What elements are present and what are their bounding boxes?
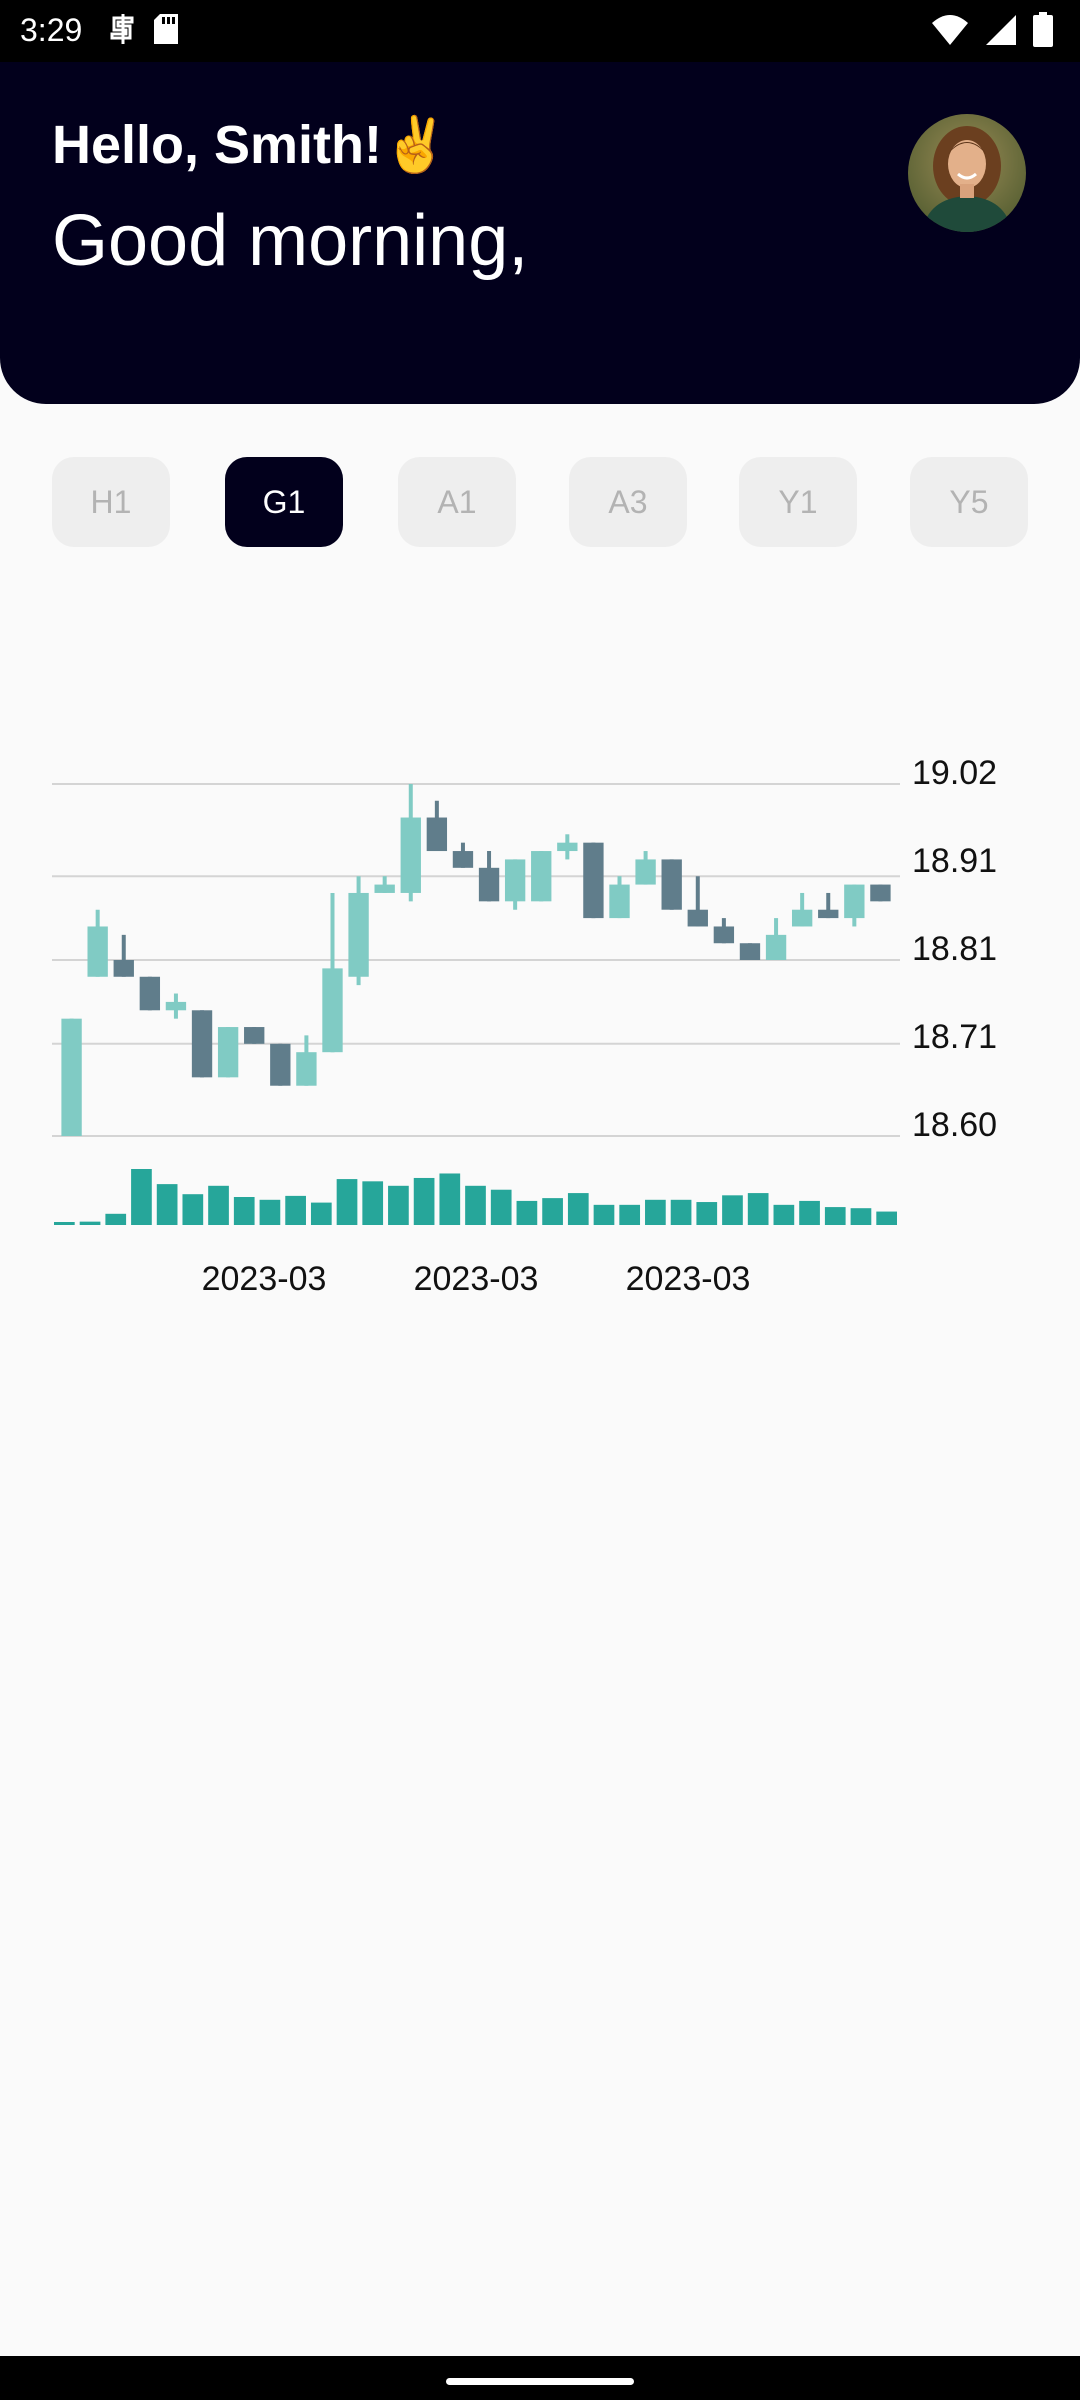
status-time: 3:29 <box>20 12 83 48</box>
tab-a1[interactable]: A1 <box>398 457 516 547</box>
candle-body <box>583 842 604 919</box>
candle-body <box>452 851 474 868</box>
y-axis-labels: 19.02 18.91 18.81 18.71 18.60 <box>912 754 997 1144</box>
candle-body <box>557 842 578 852</box>
volume-bar <box>619 1204 641 1225</box>
volume-bar <box>79 1221 101 1225</box>
volume-bar <box>182 1194 204 1225</box>
candle-body <box>635 859 656 885</box>
candle-body <box>165 1001 187 1011</box>
y-tick-label: 18.71 <box>912 1018 997 1056</box>
wifi-icon <box>930 13 970 52</box>
volume-bar <box>799 1200 820 1225</box>
volume-bar <box>336 1179 358 1225</box>
x-tick-label: 2023-03 <box>202 1260 327 1298</box>
volume-bar <box>773 1204 795 1225</box>
y-tick-label: 18.91 <box>912 842 997 880</box>
volume-bar <box>876 1211 897 1225</box>
x-axis-labels: 2023-03 2023-03 2023-03 <box>202 1260 751 1298</box>
header: Hello, Smith!✌️ Good morning, <box>0 62 1080 404</box>
candle-body <box>791 909 813 927</box>
volume-bar <box>208 1185 229 1225</box>
volume-bar <box>670 1199 692 1225</box>
data-saver-icon <box>108 12 138 51</box>
volume-bar <box>567 1193 589 1225</box>
home-indicator[interactable] <box>446 2378 634 2385</box>
tab-y1[interactable]: Y1 <box>739 457 857 547</box>
volume-bar <box>824 1207 846 1225</box>
candle-body <box>217 1027 239 1078</box>
candle-body <box>322 968 343 1053</box>
candle-body <box>374 884 395 893</box>
volume-bar <box>156 1184 178 1225</box>
candle-body <box>844 884 865 919</box>
candle-body <box>687 909 708 927</box>
volume-bar <box>645 1199 666 1225</box>
y-tick-label: 19.02 <box>912 754 997 792</box>
candle-body <box>61 1018 82 1136</box>
tab-y5[interactable]: Y5 <box>910 457 1028 547</box>
greeting-time: Good morning, <box>52 201 529 281</box>
candle-body <box>139 976 161 1011</box>
candle-body <box>191 1010 213 1078</box>
volume-bar <box>490 1189 512 1225</box>
candle-body <box>661 859 682 910</box>
y-tick-label: 18.81 <box>912 930 997 968</box>
chart-candles <box>61 784 891 1136</box>
volume-bar <box>388 1185 409 1225</box>
candle-body <box>426 817 448 852</box>
chart-volume-bars <box>54 1169 897 1225</box>
candle-body <box>739 943 761 960</box>
period-tabs: H1 G1 A1 A3 Y1 Y5 <box>52 457 1028 547</box>
candle-body <box>87 926 108 977</box>
volume-bar <box>516 1200 538 1225</box>
volume-bar <box>465 1185 486 1225</box>
volume-bar <box>747 1193 769 1225</box>
x-tick-label: 2023-03 <box>626 1260 751 1298</box>
candle-body <box>478 867 500 902</box>
volume-bar <box>593 1204 615 1225</box>
volume-bar <box>285 1195 306 1225</box>
candle-body <box>713 926 735 944</box>
tab-h1[interactable]: H1 <box>52 457 170 547</box>
candle-body <box>609 884 630 919</box>
volume-bar <box>131 1169 152 1225</box>
volume-bar <box>362 1181 384 1225</box>
candle-body <box>870 884 891 902</box>
avatar[interactable] <box>908 114 1026 232</box>
tab-a3[interactable]: A3 <box>569 457 687 547</box>
signal-icon <box>984 13 1018 52</box>
battery-icon <box>1032 12 1054 53</box>
y-tick-label: 18.60 <box>912 1106 997 1144</box>
candle-body <box>244 1027 265 1044</box>
volume-bar <box>696 1202 718 1225</box>
volume-bar <box>722 1195 743 1225</box>
candlestick-chart[interactable]: 19.02 18.91 18.81 18.71 18.60 2023-03 20… <box>0 740 1080 1320</box>
volume-bar <box>310 1202 332 1225</box>
volume-bar <box>413 1177 435 1225</box>
candle-body <box>270 1043 291 1086</box>
candle-body <box>504 859 526 902</box>
volume-bar <box>850 1208 872 1225</box>
greeting-name: Hello, Smith!✌️ <box>52 115 450 175</box>
volume-bar <box>542 1198 563 1225</box>
status-bar: 3:29 <box>0 0 1080 62</box>
candle-body <box>818 909 839 919</box>
volume-bar <box>54 1222 75 1225</box>
tab-g1[interactable]: G1 <box>225 457 343 547</box>
volume-bar <box>105 1213 127 1225</box>
candle-body <box>531 851 552 902</box>
candle-body <box>296 1052 317 1086</box>
volume-bar <box>259 1199 281 1225</box>
candle-body <box>113 960 134 977</box>
candle-body <box>348 892 369 977</box>
candle-body <box>765 934 787 960</box>
x-tick-label: 2023-03 <box>414 1260 539 1298</box>
volume-bar <box>233 1197 255 1225</box>
volume-bar <box>439 1173 461 1225</box>
candle-body <box>400 817 421 893</box>
sd-card-icon <box>152 12 180 51</box>
